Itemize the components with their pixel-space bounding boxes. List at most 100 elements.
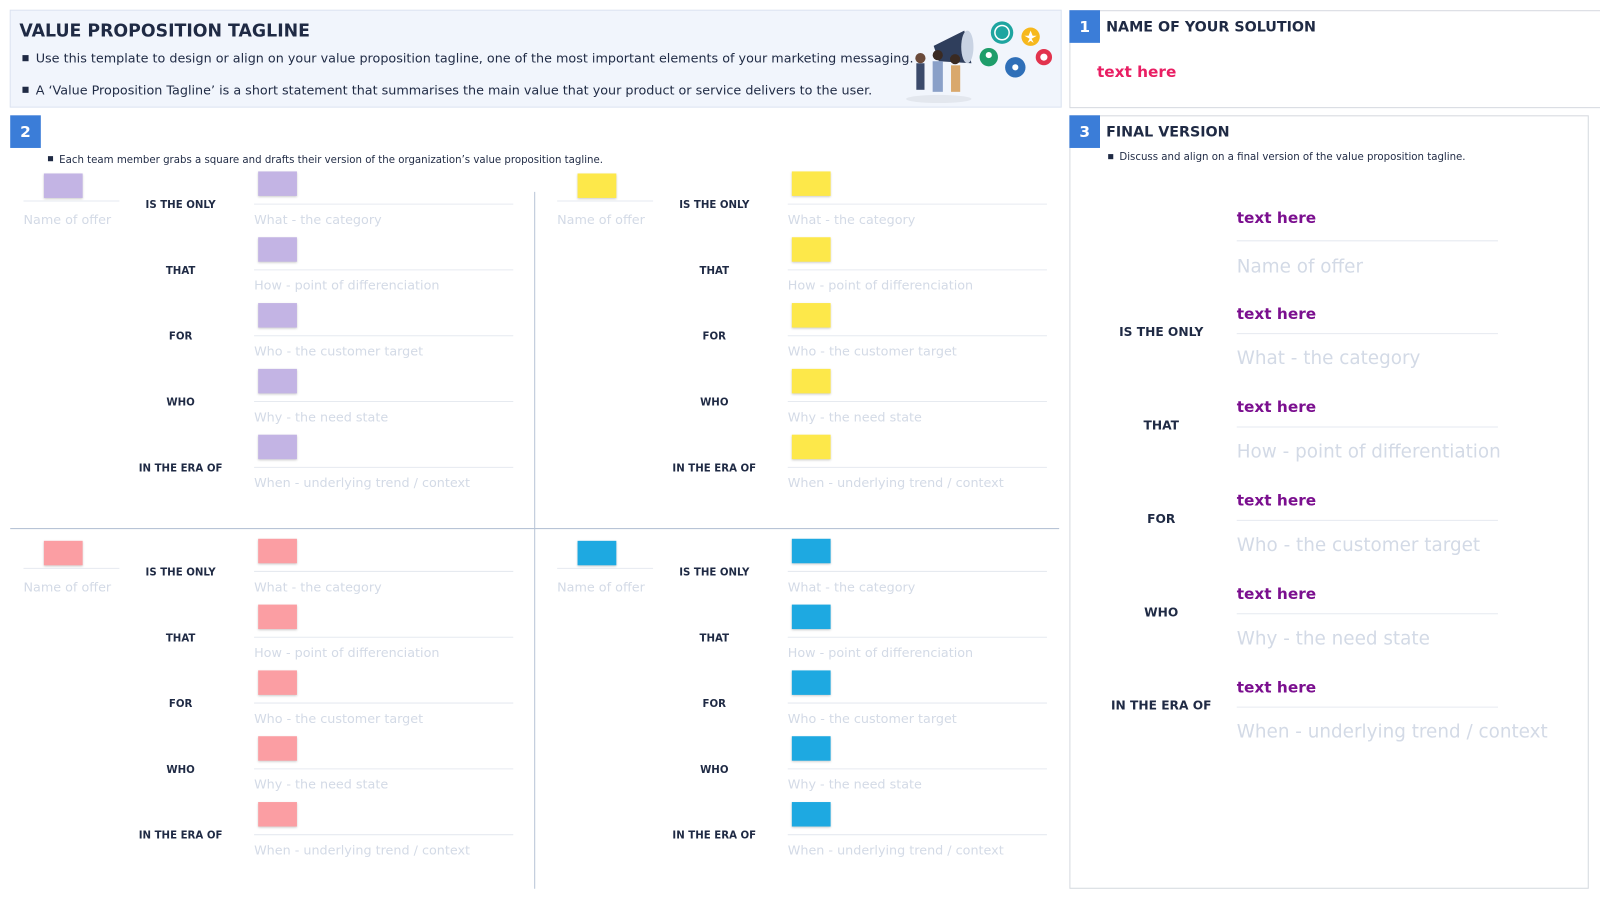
final-panel xyxy=(1069,115,1589,889)
sticky-note[interactable] xyxy=(791,434,831,460)
drafts: Name of offer IS THE ONLY What - the categ… xyxy=(23,171,1047,859)
connector: WHO xyxy=(1144,605,1178,619)
prompt: What - the category xyxy=(788,580,916,595)
final-text[interactable]: text here xyxy=(1237,492,1316,510)
connector: WHO xyxy=(700,765,729,776)
sticky-note[interactable] xyxy=(791,604,831,630)
solution-panel xyxy=(1069,10,1600,109)
prompt: Why - the need state xyxy=(254,410,388,425)
connector: IS THE ONLY xyxy=(146,200,217,211)
prompt: How - point of differenciation xyxy=(254,279,439,294)
connector: THAT xyxy=(166,633,196,644)
sticky-note[interactable] xyxy=(258,670,297,695)
prompt: What - the category xyxy=(254,580,382,595)
sticky-note[interactable] xyxy=(258,303,297,328)
sticky-note[interactable] xyxy=(258,736,297,761)
prompt: Who - the customer target xyxy=(254,345,423,360)
final-prompt: What - the category xyxy=(1237,348,1421,369)
prompt: Who - the customer target xyxy=(788,712,957,727)
offer-prompt: Name of offer xyxy=(557,213,645,228)
prompt: Why - the need state xyxy=(788,410,922,425)
bullet xyxy=(22,55,29,62)
connector: IS THE ONLY xyxy=(1119,325,1203,339)
sticky-note[interactable] xyxy=(577,173,617,198)
connector: WHO xyxy=(166,765,195,776)
drafts-instruction: Each team member grabs a square and draf… xyxy=(59,155,603,166)
final-instruction: Discuss and align on a final version of … xyxy=(1119,152,1465,163)
final-text[interactable]: text here xyxy=(1237,678,1316,696)
sticky-note[interactable] xyxy=(791,736,831,761)
prompt: How - point of differenciation xyxy=(254,646,439,661)
connector: THAT xyxy=(700,266,730,277)
final-text[interactable]: text here xyxy=(1237,209,1316,227)
connector: IS THE ONLY xyxy=(679,567,750,578)
draft-quadrant: Name of offer IS THE ONLY What - the categ… xyxy=(23,171,514,491)
connector: FOR xyxy=(169,699,193,710)
connector: IN THE ERA OF xyxy=(672,463,756,474)
bullet xyxy=(1108,154,1114,160)
connector: FOR xyxy=(703,332,727,343)
prompt: When - underlying trend / context xyxy=(254,476,470,491)
sticky-note[interactable] xyxy=(577,540,617,566)
sticky-note[interactable] xyxy=(43,173,83,198)
sticky-note[interactable] xyxy=(791,237,831,262)
sticky-note[interactable] xyxy=(258,434,297,460)
sticky-note[interactable] xyxy=(791,171,831,196)
sticky-note[interactable] xyxy=(791,303,831,328)
connector: IN THE ERA OF xyxy=(1111,699,1212,713)
sticky-note[interactable] xyxy=(791,802,831,827)
final-prompt: Why - the need state xyxy=(1237,628,1430,649)
prompt: How - point of differenciation xyxy=(788,646,973,661)
final-text[interactable]: text here xyxy=(1237,305,1316,323)
prompt: How - point of differenciation xyxy=(788,279,973,294)
section-number: 3 xyxy=(1079,123,1090,141)
sticky-note[interactable] xyxy=(43,540,83,566)
draft-quadrant: Name of offer IS THE ONLY What - the categ… xyxy=(23,538,514,859)
offer-prompt: Name of offer xyxy=(23,580,111,595)
sticky-note[interactable] xyxy=(258,538,297,564)
connector: THAT xyxy=(700,633,730,644)
sticky-note[interactable] xyxy=(258,604,297,630)
illustration xyxy=(906,21,1053,104)
prompt: Why - the need state xyxy=(788,778,922,793)
section-title: NAME OF YOUR SOLUTION xyxy=(1106,20,1316,36)
connector: IN THE ERA OF xyxy=(139,463,223,474)
sticky-note[interactable] xyxy=(258,368,297,394)
final-text[interactable]: text here xyxy=(1237,585,1316,603)
final-prompt: When - underlying trend / context xyxy=(1237,722,1548,743)
bullet xyxy=(22,86,29,93)
sticky-note[interactable] xyxy=(258,237,297,262)
connector: IN THE ERA OF xyxy=(672,831,756,842)
final-text[interactable]: text here xyxy=(1237,398,1316,416)
prompt: When - underlying trend / context xyxy=(788,844,1004,859)
prompt: When - underlying trend / context xyxy=(788,476,1004,491)
connector: THAT xyxy=(166,266,196,277)
sticky-note[interactable] xyxy=(258,802,297,827)
prompt: Who - the customer target xyxy=(788,345,957,360)
final-prompt: How - point of differentiation xyxy=(1237,442,1501,463)
sticky-note[interactable] xyxy=(791,538,831,564)
sticky-note[interactable] xyxy=(791,670,831,695)
bullet xyxy=(47,156,54,162)
connector: FOR xyxy=(703,699,727,710)
final-rows: IS THE ONLY text here What - the category T… xyxy=(1111,305,1548,743)
sticky-note[interactable] xyxy=(258,171,297,196)
final-prompt: Name of offer xyxy=(1237,256,1364,277)
header-bullet: Use this template to design or align on … xyxy=(36,52,914,67)
offer-prompt: Name of offer xyxy=(23,213,111,228)
connector: THAT xyxy=(1143,419,1179,433)
prompt: When - underlying trend / context xyxy=(254,844,470,859)
header-title: VALUE PROPOSITION TAGLINE xyxy=(19,22,310,42)
section-badge xyxy=(1069,10,1100,43)
connector: WHO xyxy=(166,398,195,409)
prompt: What - the category xyxy=(788,213,916,228)
sticky-note[interactable] xyxy=(791,368,831,394)
section-title: FINAL VERSION xyxy=(1106,125,1230,141)
header-panel xyxy=(9,9,1062,108)
offer-prompt: Name of offer xyxy=(557,580,645,595)
section-badge xyxy=(1069,115,1100,148)
solution-text: text here xyxy=(1097,63,1176,81)
prompt: Why - the need state xyxy=(254,778,388,793)
